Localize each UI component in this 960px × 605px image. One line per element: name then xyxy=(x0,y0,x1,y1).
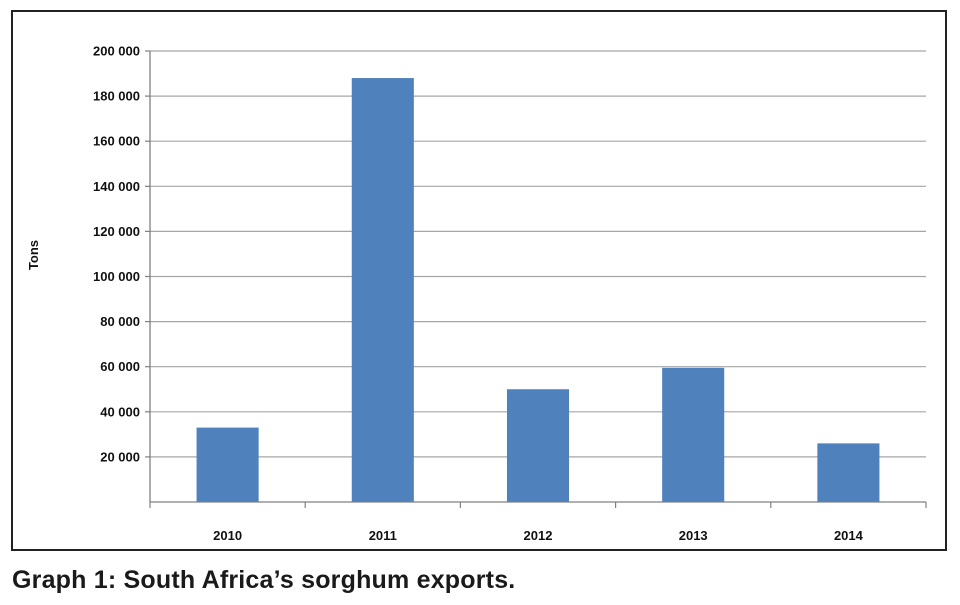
y-tick-label: 200 000 xyxy=(93,44,140,59)
bar-2012 xyxy=(506,389,570,502)
y-tick-label: 20 000 xyxy=(100,449,140,464)
gridlines xyxy=(150,50,926,458)
x-tick-label: 2012 xyxy=(524,528,553,543)
figure-caption: Graph 1: South Africa’s sorghum exports. xyxy=(12,566,516,594)
axes xyxy=(145,50,927,508)
y-tick-label: 140 000 xyxy=(93,179,140,194)
y-tick-label: 160 000 xyxy=(93,134,140,149)
x-tick-label: 2010 xyxy=(213,528,242,543)
y-tick-label: 60 000 xyxy=(100,359,140,374)
y-tick-label: 80 000 xyxy=(100,314,140,329)
y-tick-label: 100 000 xyxy=(93,269,140,284)
y-tick-label: 180 000 xyxy=(93,89,140,104)
x-tick-label: 2014 xyxy=(834,528,864,543)
bars xyxy=(196,78,880,502)
y-tick-label: 40 000 xyxy=(100,404,140,419)
bar-2011 xyxy=(351,78,414,502)
y-tick-label: 120 000 xyxy=(93,224,140,239)
y-axis-title: Tons xyxy=(26,240,41,270)
bar-2013 xyxy=(662,367,725,502)
x-tick-label: 2011 xyxy=(369,528,397,543)
bar-2010 xyxy=(196,427,259,502)
bar-chart: 20 000 40 000 60 000 80 000 100 000 120 000 14… xyxy=(26,44,927,544)
chart-frame: 20 000 40 000 60 000 80 000 100 000 120 000 14… xyxy=(11,10,947,551)
bar-2014 xyxy=(817,443,880,502)
x-tick-label: 2013 xyxy=(679,528,708,543)
tick-labels: 20 000 40 000 60 000 80 000 100 000 120 000 14… xyxy=(93,44,864,544)
